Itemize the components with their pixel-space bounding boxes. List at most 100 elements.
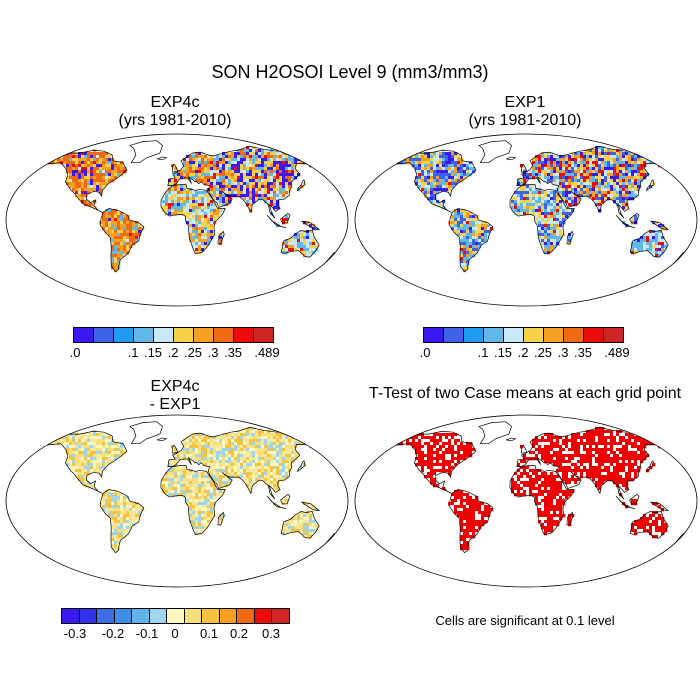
map-cell bbox=[291, 167, 295, 171]
map-cell bbox=[538, 224, 542, 228]
map-cell bbox=[577, 173, 581, 177]
map-cell bbox=[282, 529, 286, 533]
map-cell bbox=[610, 176, 614, 180]
map-cell bbox=[102, 152, 106, 156]
map-cell bbox=[129, 242, 133, 246]
map-cell bbox=[616, 451, 620, 455]
map-cell bbox=[562, 158, 566, 162]
map-cell bbox=[189, 161, 193, 165]
map-cell bbox=[568, 173, 572, 177]
map-cell bbox=[300, 152, 304, 156]
map-cell bbox=[619, 167, 623, 171]
map-cell bbox=[183, 484, 187, 488]
map-cell bbox=[547, 445, 551, 449]
map-cell bbox=[135, 236, 139, 240]
map-cell bbox=[547, 194, 551, 198]
map-cell bbox=[282, 523, 286, 527]
map-cell bbox=[553, 242, 557, 246]
map-cell bbox=[207, 233, 211, 237]
map-cell bbox=[141, 433, 145, 437]
map-cell bbox=[165, 484, 169, 488]
map-cell bbox=[595, 149, 599, 153]
map-cell bbox=[168, 478, 172, 482]
map-cell bbox=[252, 149, 256, 153]
map-cell bbox=[87, 176, 91, 180]
map-cell bbox=[252, 466, 256, 470]
map-cell bbox=[180, 469, 184, 473]
map-cell bbox=[246, 430, 250, 434]
map-cell bbox=[231, 460, 235, 464]
map-cell bbox=[562, 436, 566, 440]
map-cell bbox=[87, 481, 91, 485]
map-cell bbox=[436, 445, 440, 449]
map-cell bbox=[231, 194, 235, 198]
map-cell bbox=[517, 203, 521, 207]
map-cell bbox=[207, 451, 211, 455]
map-cell bbox=[273, 158, 277, 162]
map-cell bbox=[102, 454, 106, 458]
map-cell bbox=[502, 430, 506, 434]
map-cell bbox=[261, 466, 265, 470]
map-cell bbox=[463, 260, 467, 264]
map-cell bbox=[168, 490, 172, 494]
map-cell bbox=[646, 236, 650, 240]
map-cell bbox=[652, 158, 656, 162]
map-cell bbox=[571, 164, 575, 168]
map-cell bbox=[114, 227, 118, 231]
map-cell bbox=[294, 529, 298, 533]
map-cell bbox=[589, 176, 593, 180]
map-cell bbox=[261, 469, 265, 473]
map-cell bbox=[219, 236, 223, 240]
map-cell bbox=[93, 466, 97, 470]
map-cell bbox=[114, 251, 118, 255]
map-cell bbox=[72, 167, 76, 171]
map-cell bbox=[171, 475, 175, 479]
map-cell bbox=[442, 182, 446, 186]
map-cell bbox=[442, 185, 446, 189]
map-cell bbox=[240, 173, 244, 177]
map-cell bbox=[547, 433, 551, 437]
map-cell bbox=[108, 221, 112, 225]
map-cell bbox=[547, 191, 551, 195]
map-cell bbox=[565, 182, 569, 186]
map-cell bbox=[294, 454, 298, 458]
map-cell bbox=[529, 203, 533, 207]
map-cell bbox=[592, 442, 596, 446]
map-cell bbox=[589, 436, 593, 440]
map-cell bbox=[619, 170, 623, 174]
map-cell bbox=[601, 454, 605, 458]
map-cell bbox=[213, 155, 217, 159]
map-cell bbox=[613, 433, 617, 437]
map-cell bbox=[195, 242, 199, 246]
map-cell bbox=[586, 161, 590, 165]
map-cell bbox=[264, 475, 268, 479]
map-cell bbox=[457, 454, 461, 458]
map-cell bbox=[264, 161, 268, 165]
map-cell bbox=[204, 454, 208, 458]
map-cell bbox=[559, 439, 563, 443]
map-cell bbox=[460, 454, 464, 458]
coastline-eurasia bbox=[167, 427, 326, 500]
map-cell bbox=[276, 155, 280, 159]
map-cell bbox=[562, 191, 566, 195]
map-cell bbox=[66, 158, 70, 162]
map-cell bbox=[255, 439, 259, 443]
map-cell bbox=[81, 442, 85, 446]
map-cell bbox=[201, 194, 205, 198]
map-cell bbox=[472, 227, 476, 231]
map-cell bbox=[466, 448, 470, 452]
map-cell bbox=[201, 248, 205, 252]
map-cell bbox=[45, 439, 49, 443]
map-cell bbox=[114, 215, 118, 219]
map-cell bbox=[640, 239, 644, 243]
map-cell bbox=[273, 478, 277, 482]
map-cell bbox=[634, 179, 638, 183]
map-cell bbox=[544, 221, 548, 225]
map-cell bbox=[303, 529, 307, 533]
map-cell bbox=[60, 442, 64, 446]
map-cell bbox=[90, 463, 94, 467]
map-cell bbox=[255, 475, 259, 479]
map-cell bbox=[270, 155, 274, 159]
map-cell bbox=[529, 191, 533, 195]
map-cell bbox=[472, 448, 476, 452]
